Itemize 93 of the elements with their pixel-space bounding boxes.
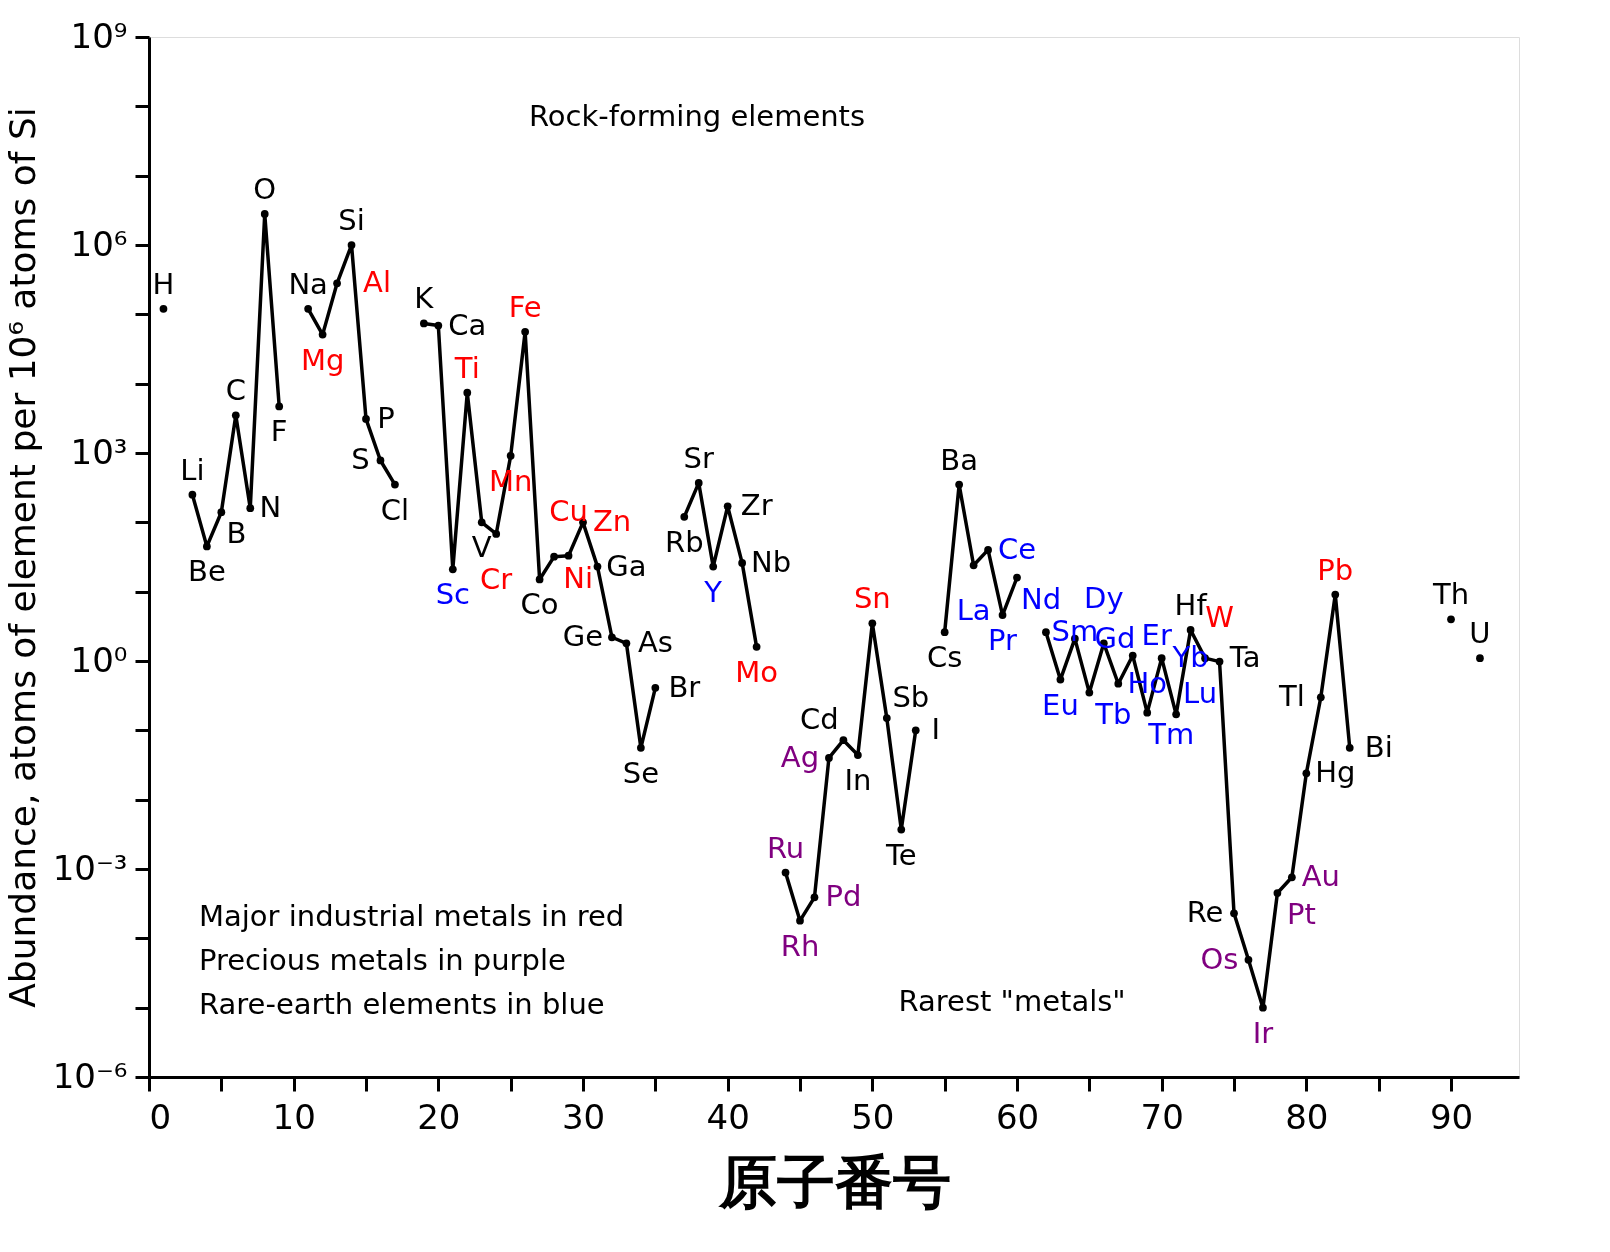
data-label: S: [351, 442, 370, 477]
annotation: Rare-earth elements in blue: [199, 987, 605, 1021]
data-label: Rb: [664, 524, 704, 559]
data-label: Y: [703, 574, 723, 609]
data-label: Fe: [508, 289, 542, 324]
data-label: Sr: [683, 440, 714, 475]
data-label: Se: [622, 755, 659, 790]
y-tick-label: 10⁰: [70, 639, 128, 680]
data-label: Ru: [766, 830, 805, 865]
data-label: Ta: [1228, 640, 1261, 675]
data-label: Mo: [735, 654, 778, 689]
data-label: As: [637, 625, 673, 660]
y-tick-label: 10⁹: [70, 15, 128, 56]
data-label: Rh: [780, 928, 820, 963]
data-label: F: [270, 414, 288, 449]
data-label: I: [931, 712, 941, 747]
data-label: Ge: [562, 619, 604, 654]
data-label: Pb: [1317, 552, 1354, 587]
data-label: Ir: [1252, 1015, 1274, 1050]
annotation: Precious metals in purple: [199, 943, 566, 977]
x-tick-label: 90: [1429, 1096, 1474, 1137]
x-axis-title: 原子番号: [717, 1147, 951, 1216]
data-label: C: [225, 373, 246, 408]
data-label: Nd: [1020, 581, 1062, 616]
data-label: Hf: [1174, 588, 1208, 622]
data-label: Bi: [1364, 729, 1393, 764]
annotation: Rock-forming elements: [528, 99, 866, 133]
data-label: Tl: [1277, 679, 1305, 714]
data-label: Tm: [1147, 716, 1195, 751]
data-label: Os: [1200, 941, 1239, 976]
data-label: K: [414, 281, 435, 316]
data-label: Sn: [853, 581, 891, 616]
x-tick-label: 0: [149, 1096, 172, 1137]
data-label: Zn: [592, 504, 632, 539]
x-tick-label: 80: [1285, 1096, 1329, 1137]
data-label: Er: [1141, 617, 1172, 652]
annotation: Major industrial metals in red: [199, 899, 625, 933]
data-label: Sc: [435, 577, 470, 612]
y-axis-title: Abundance, atoms of element per 10⁶ atoms of Si: [1, 107, 43, 1008]
data-label: Pt: [1286, 897, 1316, 932]
data-label: Cl: [380, 492, 410, 527]
x-tick-label: 30: [561, 1096, 606, 1137]
data-label: Li: [180, 452, 205, 487]
data-label: Th: [1431, 577, 1470, 612]
data-label: Te: [884, 837, 917, 872]
x-tick-label: 70: [1140, 1096, 1184, 1137]
data-label: Re: [1186, 895, 1224, 930]
data-label: B: [226, 516, 247, 551]
x-tick-label: 10: [272, 1096, 316, 1137]
data-label: Dy: [1084, 581, 1124, 616]
data-label: Tb: [1094, 696, 1132, 731]
y-tick-label: 10³: [70, 431, 128, 472]
data-label: U: [1469, 616, 1491, 651]
y-tick-label: 10⁻³: [52, 847, 128, 888]
data-label: Al: [363, 265, 392, 300]
data-label: Ti: [453, 350, 480, 385]
data-label: Hg: [1315, 755, 1356, 790]
y-tick-label: 10⁻⁶: [52, 1055, 128, 1096]
y-tick-label: 10⁶: [70, 223, 128, 264]
x-tick-label: 20: [417, 1096, 461, 1137]
data-label: Cu: [549, 493, 588, 528]
data-label: Nb: [751, 544, 792, 579]
data-label: Lu: [1183, 676, 1218, 711]
data-label: Cd: [800, 702, 839, 737]
data-label: Co: [520, 587, 559, 622]
data-label: Ga: [606, 548, 647, 583]
data-label: Au: [1301, 859, 1340, 894]
data-label: Na: [288, 266, 328, 301]
data-label: Pr: [988, 623, 1018, 658]
data-label: Mg: [300, 342, 345, 377]
data-label: Sb: [892, 680, 930, 715]
data-label: Eu: [1042, 687, 1079, 722]
data-label: H: [152, 266, 175, 301]
data-label: In: [844, 763, 872, 798]
data-label: P: [377, 400, 395, 435]
data-label: Cs: [926, 640, 963, 675]
data-label: Ag: [780, 739, 820, 774]
data-label: Be: [187, 554, 226, 589]
x-tick-label: 50: [851, 1096, 895, 1137]
data-label: Br: [668, 669, 701, 704]
data-label: Ba: [940, 442, 978, 477]
data-label: Ni: [563, 560, 593, 595]
data-label: La: [956, 593, 991, 628]
data-label: Si: [338, 203, 365, 237]
data-label: Ce: [998, 531, 1037, 566]
data-label: Ca: [448, 307, 487, 342]
data-label: N: [259, 490, 282, 525]
x-tick-label: 60: [995, 1096, 1040, 1137]
data-label: Zr: [740, 488, 773, 523]
annotation: Rarest "metals": [898, 984, 1126, 1018]
data-label: O: [253, 172, 277, 206]
data-label: Pd: [825, 879, 862, 914]
x-tick-label: 40: [706, 1096, 750, 1137]
